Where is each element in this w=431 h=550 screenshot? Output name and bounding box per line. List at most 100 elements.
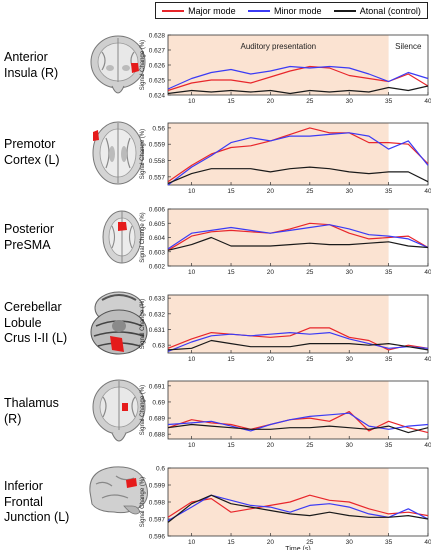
x-axis-label: Time (s) [285,546,310,550]
coronal-brain-icon [90,35,146,94]
region-label-line: Inferior [4,479,43,493]
x-tick-label: 30 [346,269,354,276]
region-label-line: (R) [4,411,22,426]
legend-label-minor: Minor mode [273,5,322,16]
series-line-minor [167,65,429,90]
y-axis-label: Signal Change (%) [140,212,146,262]
y-tick-label: 0.626 [149,63,166,70]
region-label-anterior-insula: Anterior Insula (R) [4,50,58,81]
region-label-line: Thalamus [4,396,59,410]
x-tick-label: 40 [424,539,431,546]
x-tick-label: 10 [188,442,196,449]
x-tick-label: 35 [385,98,393,105]
y-axis-label: Signal Change (%) [140,477,146,527]
series-line-minor [167,332,429,352]
chart-panel: 0.557 0.558 0.559 0.56 10 15 20 25 30 35 40 Signal … [140,122,431,195]
x-tick-label: 20 [267,356,275,363]
y-tick-label: 0.624 [149,93,166,100]
y-tick-label: 0.596 [149,534,166,541]
axial-brain-icon [92,121,144,185]
x-tick-label: 15 [227,188,235,195]
y-tick-label: 0.691 [149,383,166,390]
y-tick-label: 0.606 [149,207,166,214]
y-tick-label: 0.604 [149,235,166,242]
x-tick-label: 10 [188,188,196,195]
series-line-atonal [167,166,429,184]
x-tick-label: 20 [267,442,275,449]
auditory-period-shading [168,381,389,439]
x-tick-label: 40 [424,98,431,105]
roi-marker [110,336,124,352]
x-tick-label: 35 [385,539,393,546]
x-tick-label: 40 [424,188,431,195]
y-axis-label: Signal Change (%) [140,299,146,349]
region-label-cerebellar-lobule: Cerebellar Lobule Crus I-II (L) [4,300,67,347]
roi-marker [93,130,99,141]
region-label-line: Junction (L) [4,510,70,524]
x-tick-label: 30 [346,98,354,105]
x-tick-label: 30 [346,356,354,363]
y-tick-label: 0.597 [149,517,166,524]
region-label-line: PreSMA [4,237,51,252]
roi-marker [126,478,137,488]
x-tick-label: 35 [385,269,393,276]
region-label-posterior-presma: Posterior PreSMA [4,222,54,253]
x-tick-label: 25 [306,98,314,105]
x-tick-label: 30 [346,539,354,546]
x-tick-label: 20 [267,539,275,546]
x-tick-label: 10 [188,356,196,363]
roi-marker [131,63,139,73]
y-tick-label: 0.63 [152,343,165,350]
x-tick-label: 25 [306,188,314,195]
y-tick-label: 0.6 [156,466,165,473]
legend-swatch-minor [247,9,270,12]
cerebellum-brain-icon [90,291,148,355]
x-tick-label: 30 [346,188,354,195]
y-tick-label: 0.602 [149,264,166,271]
x-tick-label: 10 [188,269,196,276]
legend-swatch-major [162,9,185,12]
chart-panel: 0.602 0.603 0.604 0.605 0.606 10 15 20 25 30 35 40 S… [140,207,431,277]
x-tick-label: 30 [346,442,354,449]
y-axis-label: Signal Change (%) [140,385,146,435]
series-line-minor [167,224,429,250]
x-tick-label: 40 [424,356,431,363]
y-axis-label: Signal Change (%) [140,129,146,179]
y-tick-label: 0.631 [149,327,166,334]
series-line-minor [167,132,429,186]
x-tick-label: 10 [188,98,196,105]
region-label-line: Cortex (L) [4,152,60,167]
y-tick-label: 0.625 [149,78,166,85]
region-label-line: Frontal [4,494,43,509]
x-tick-label: 40 [424,269,431,276]
legend: Major mode Minor mode Atonal (control) [155,2,428,19]
legend-label-atonal: Atonal (control) [359,5,421,16]
x-tick-label: 25 [306,442,314,449]
auditory-period-shading [168,468,389,536]
y-tick-label: 0.559 [149,142,166,149]
sagittal-brain-icon [89,466,148,515]
chart-panel: 0.596 0.597 0.598 0.599 0.6 10 15 20 25 30 35 40 Sig… [140,466,431,550]
x-tick-label: 40 [424,442,431,449]
auditory-period-shading [168,123,389,185]
series-line-major [167,411,429,434]
series-line-minor [167,412,429,432]
series-line-major [167,494,429,518]
y-tick-label: 0.628 [149,33,166,40]
y-tick-label: 0.69 [152,399,165,406]
chart-panel: 0.63 0.631 0.632 0.633 10 15 20 25 30 35 40 Signal … [140,294,431,363]
chart-panel: 0.688 0.689 0.69 0.691 10 15 20 25 30 35 40 Signal … [140,380,431,449]
region-label-line: Crus I-II (L) [4,331,68,345]
coronal-brain-icon [92,379,146,442]
x-tick-label: 20 [267,98,275,105]
legend-item-major: Major mode [162,6,236,16]
series-line-atonal [167,423,429,434]
region-label-line: Anterior [4,50,48,64]
x-tick-label: 20 [267,188,275,195]
y-tick-label: 0.688 [149,432,166,439]
series-line-major [167,327,429,351]
y-tick-label: 0.632 [149,311,166,318]
region-label-line: Posterior [4,222,55,236]
x-tick-label: 35 [385,188,393,195]
region-label-premotor-cortex: Premotor Cortex (L) [4,137,60,168]
